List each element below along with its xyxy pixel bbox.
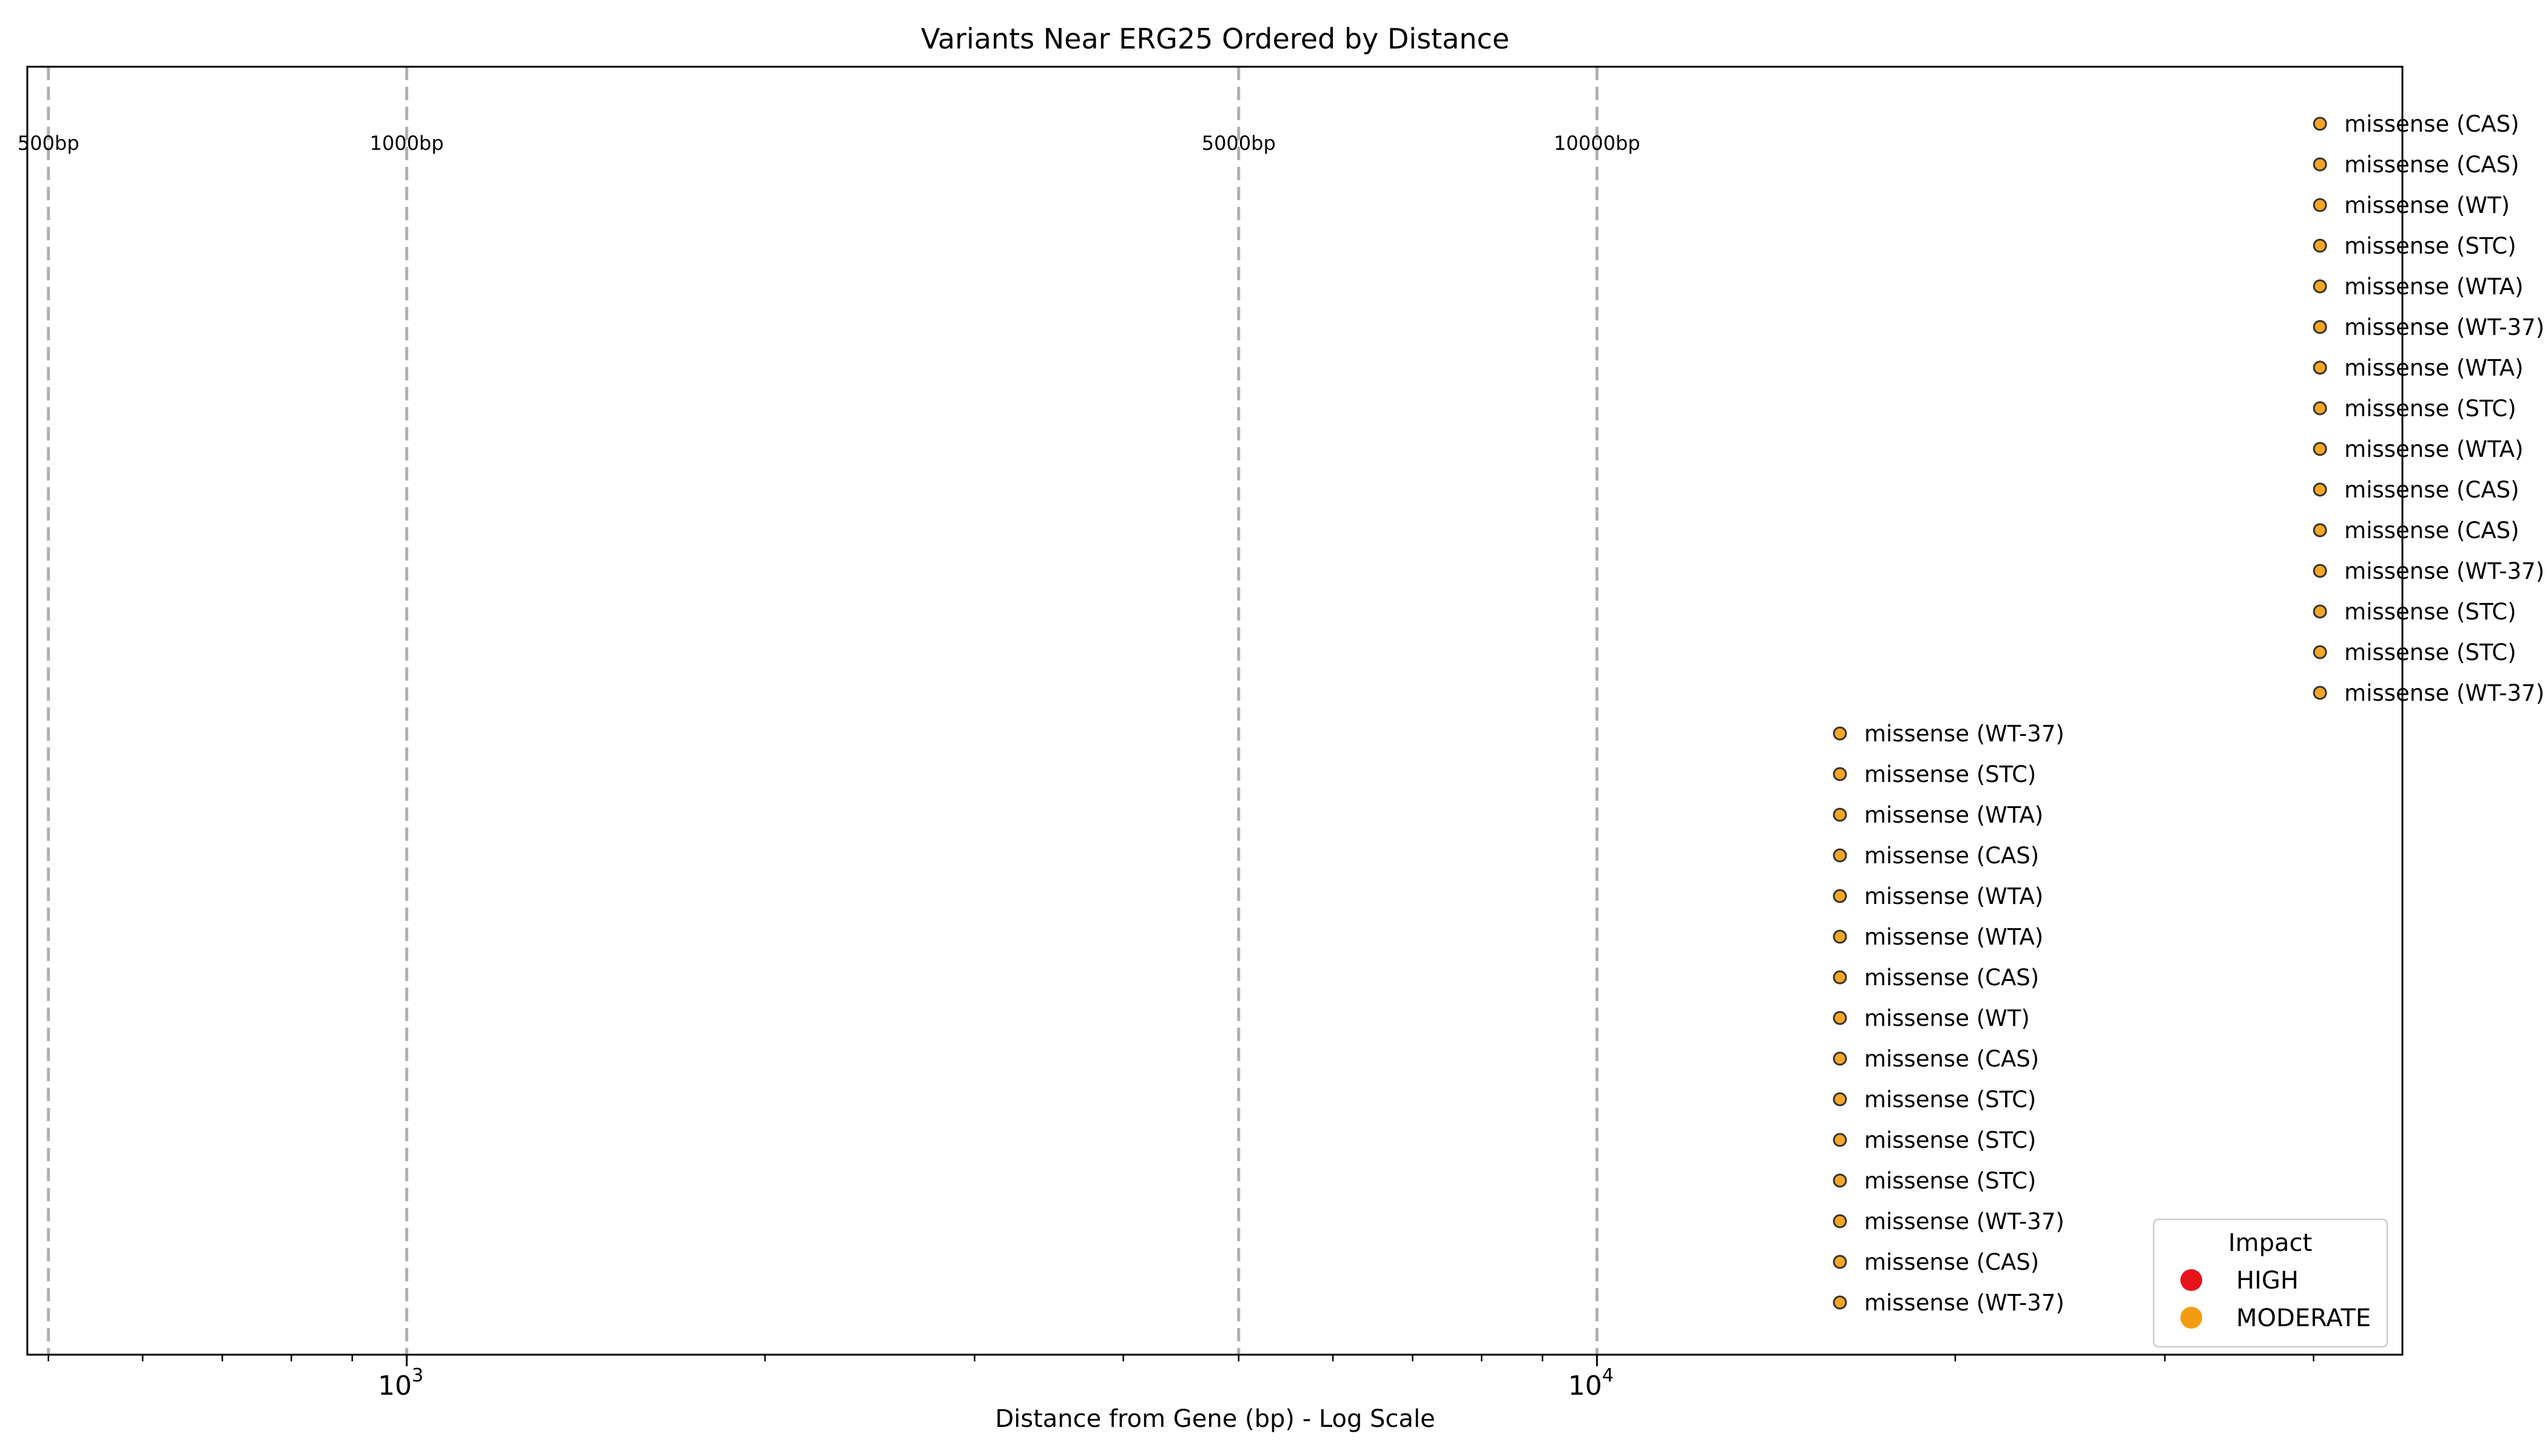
variant-point-label: missense (STC): [1864, 1168, 2037, 1194]
variant-point: [1833, 1011, 1847, 1025]
variant-point: [1833, 1173, 1847, 1188]
reference-line-label: 10000bp: [1554, 132, 1640, 155]
legend-marker-high: [2180, 1269, 2202, 1291]
variant-point: [2313, 198, 2327, 212]
chart-title: Variants Near ERG25 Ordered by Distance: [921, 22, 1509, 55]
plot-frame: [26, 66, 2404, 1356]
variant-point-label: missense (WTA): [2344, 274, 2523, 300]
variant-point-label: missense (WTA): [1864, 924, 2043, 950]
variant-point-label: missense (WT-37): [1864, 721, 2064, 747]
variant-point-label: missense (WTA): [1864, 802, 2043, 828]
variant-point-label: missense (WT-37): [2344, 680, 2544, 706]
variant-point: [1833, 970, 1847, 985]
variant-point-label: missense (CAS): [1864, 1046, 2039, 1072]
x-tick-label: 103: [378, 1365, 423, 1401]
variant-point-label: missense (STC): [2344, 639, 2516, 666]
variant-point-label: missense (WT-37): [1864, 1208, 2064, 1235]
variant-point-label: missense (WT): [1864, 1005, 2030, 1031]
variant-point: [1833, 1133, 1847, 1147]
reference-lines: 500bp 1000bp 5000bp 10000bp: [18, 67, 1640, 1355]
variant-point: [1833, 929, 1847, 944]
variant-point: [2313, 279, 2327, 294]
variant-point: [1833, 1092, 1847, 1107]
legend-title: Impact: [2228, 1229, 2312, 1257]
variant-point: [2313, 645, 2327, 659]
variant-point-label: missense (WT-37): [2344, 558, 2544, 584]
variant-point-label: missense (CAS): [1864, 965, 2039, 991]
variant-point-label: missense (WTA): [1864, 883, 2043, 909]
legend-marker-moderate: [2180, 1307, 2202, 1329]
variant-point-label: missense (STC): [2344, 233, 2516, 259]
variant-point-label: missense (WTA): [2344, 355, 2523, 381]
variant-point: [2313, 401, 2327, 416]
variant-point: [2313, 116, 2327, 131]
variant-point-label: missense (STC): [1864, 1087, 2037, 1113]
variant-point: [2313, 442, 2327, 456]
legend-box: [2152, 1218, 2388, 1348]
variant-point: [1833, 1051, 1847, 1066]
variant-point: [2313, 157, 2327, 172]
x-axis-label: Distance from Gene (bp) - Log Scale: [995, 1405, 1435, 1433]
variant-point: [1833, 767, 1847, 781]
legend-label-high: HIGH: [2236, 1267, 2299, 1295]
x-tick-label: 104: [1568, 1365, 1614, 1401]
variant-point-label: missense (WT-37): [1864, 1290, 2064, 1316]
variant-point: [1833, 848, 1847, 863]
variant-point-label: missense (CAS): [1864, 843, 2039, 869]
variant-point: [2313, 320, 2327, 334]
variant-point: [1833, 1255, 1847, 1269]
variant-point-label: missense (CAS): [2344, 111, 2519, 137]
variant-point: [1833, 889, 1847, 903]
reference-line-label: 5000bp: [1202, 132, 1276, 155]
variant-point: [2313, 482, 2327, 497]
variant-point: [1833, 1295, 1847, 1310]
variant-point-label: missense (WT-37): [2344, 314, 2544, 340]
variant-point-label: missense (STC): [1864, 761, 2037, 787]
variant-point: [2313, 604, 2327, 619]
legend: Impact HIGH MODERATE: [2152, 1218, 2388, 1348]
variant-point-label: missense (CAS): [2344, 477, 2519, 503]
variant-point: [2313, 564, 2327, 578]
variant-point-label: missense (CAS): [2344, 517, 2519, 544]
variant-point: [1833, 807, 1847, 822]
variant-point-label: missense (STC): [1864, 1127, 2037, 1153]
variant-point: [1833, 726, 1847, 741]
variant-point-label: missense (CAS): [2344, 152, 2519, 178]
variant-point-label: missense (WT): [2344, 192, 2510, 218]
legend-label-moderate: MODERATE: [2236, 1304, 2371, 1332]
data-points: missense (CAS) missense (CAS) missense (WT…: [1833, 111, 2544, 1316]
variant-point: [2313, 360, 2327, 375]
variant-point-label: missense (STC): [2344, 599, 2516, 625]
variant-point: [1833, 1214, 1847, 1228]
variant-point-label: missense (CAS): [1864, 1249, 2039, 1275]
x-axis-ticks: 103 104: [47, 1355, 2314, 1401]
variant-point-label: missense (WTA): [2344, 436, 2523, 462]
variant-point: [2313, 523, 2327, 538]
variant-point: [2313, 686, 2327, 700]
variant-point: [2313, 238, 2327, 253]
reference-line-label: 1000bp: [369, 132, 443, 155]
variant-point-label: missense (STC): [2344, 396, 2516, 422]
